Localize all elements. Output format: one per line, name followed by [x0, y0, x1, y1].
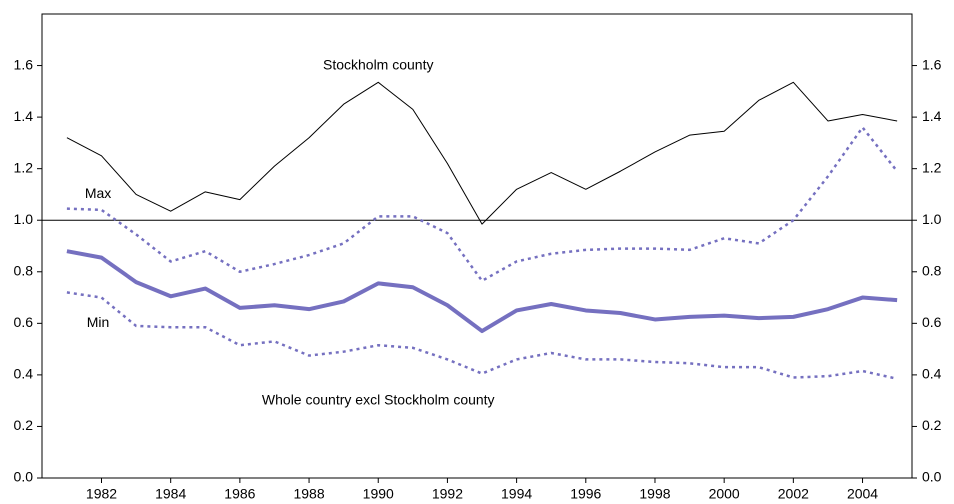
x-tick-label: 2000	[709, 486, 740, 502]
y2-tick-label: 1.0	[922, 211, 942, 227]
y-tick-label: 0.4	[14, 366, 34, 382]
x-tick-label: 1990	[363, 486, 394, 502]
series-label: Whole country excl Stockholm county	[262, 391, 495, 407]
x-tick-label: 1996	[570, 486, 601, 502]
y-tick-label: 0.8	[14, 262, 34, 278]
y-tick-label: 0.0	[14, 469, 34, 485]
series-line	[66, 291, 898, 380]
series-label: Max	[85, 185, 111, 201]
series-line	[66, 249, 898, 334]
y2-tick-label: 0.6	[922, 314, 942, 330]
y-tick-label: 1.4	[14, 108, 34, 124]
series-label: Min	[87, 314, 110, 330]
series-line	[66, 126, 899, 283]
x-tick-label: 2004	[847, 486, 878, 502]
x-tick-label: 2002	[778, 486, 809, 502]
y2-tick-label: 0.0	[922, 469, 942, 485]
y2-tick-label: 1.6	[922, 56, 942, 72]
y-tick-label: 1.0	[14, 211, 34, 227]
x-tick-label: 1988	[293, 486, 324, 502]
x-tick-label: 1994	[501, 486, 532, 502]
x-tick-label: 1998	[639, 486, 670, 502]
y2-tick-label: 1.4	[922, 108, 942, 124]
y2-tick-label: 0.8	[922, 262, 942, 278]
y-tick-label: 1.2	[14, 159, 34, 175]
y2-tick-label: 1.2	[922, 159, 942, 175]
y-tick-label: 1.6	[14, 56, 34, 72]
y2-tick-label: 0.2	[922, 417, 942, 433]
y-tick-label: 0.6	[14, 314, 34, 330]
y2-tick-label: 0.4	[922, 366, 942, 382]
x-tick-label: 1992	[432, 486, 463, 502]
series-label: Stockholm county	[323, 56, 434, 72]
x-tick-label: 1984	[155, 486, 186, 502]
plot-frame	[41, 13, 913, 479]
x-tick-label: 1986	[224, 486, 255, 502]
y-tick-label: 0.2	[14, 417, 34, 433]
x-tick-label: 1982	[86, 486, 117, 502]
series-line	[66, 81, 898, 225]
